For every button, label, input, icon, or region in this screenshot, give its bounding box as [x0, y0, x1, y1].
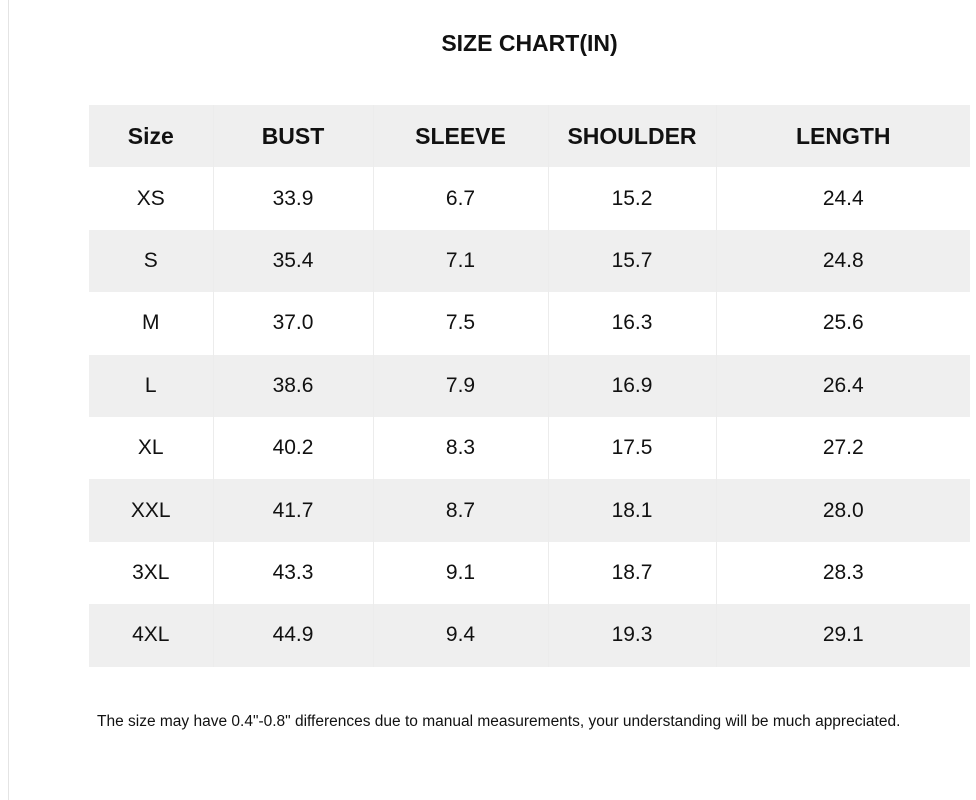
table-cell: 6.7 — [372, 167, 548, 230]
table-cell: 9.1 — [372, 541, 548, 605]
table-row: XXL 41.7 8.7 18.1 28.0 — [89, 479, 970, 542]
table-cell: 9.4 — [372, 604, 548, 667]
table-cell: 8.7 — [372, 479, 548, 542]
table-cell: 44.9 — [212, 604, 373, 667]
table-cell: 17.5 — [547, 416, 716, 480]
table-cell: XL — [137, 436, 164, 460]
table-row: XL 40.2 8.3 17.5 27.2 — [89, 416, 970, 480]
table-cell: 15.2 — [547, 167, 716, 230]
table-cell: 8.3 — [372, 416, 548, 480]
table-row: XS 33.9 6.7 15.2 24.4 — [89, 167, 970, 230]
table-cell: S — [143, 248, 158, 272]
header-cell: SLEEVE — [372, 105, 548, 168]
header-cell: BUST — [212, 105, 373, 168]
table-cell: 40.2 — [212, 416, 373, 480]
table-cell: 35.4 — [212, 229, 373, 293]
table-cell: 3XL — [132, 560, 170, 584]
table-row: 4XL 44.9 9.4 19.3 29.1 — [89, 604, 970, 667]
table-cell: 4XL — [132, 623, 170, 647]
table-row: 3XL 43.3 9.1 18.7 28.3 — [89, 541, 970, 605]
header-cell: SHOULDER — [547, 105, 716, 168]
size-table: Size BUST SLEEVE SHOULDER LENGTH XS 33.9 6.7 15.… — [89, 105, 970, 667]
table-cell: 7.9 — [372, 354, 548, 417]
table-cell: 41.7 — [212, 479, 373, 542]
table-cell: 16.3 — [547, 292, 716, 355]
table-row: M 37.0 7.5 16.3 25.6 — [89, 292, 970, 355]
table-cell: 37.0 — [212, 292, 373, 355]
table-cell: 24.8 — [715, 229, 970, 293]
table-cell: M — [142, 311, 160, 335]
table-cell: 28.3 — [715, 541, 970, 605]
table-row: S 35.4 7.1 15.7 24.8 — [89, 229, 970, 293]
table-cell: 43.3 — [212, 541, 373, 605]
table-cell: 16.9 — [547, 354, 716, 417]
table-cell: 33.9 — [212, 167, 373, 230]
header-cell: LENGTH — [715, 105, 970, 168]
table-cell: L — [144, 373, 157, 397]
table-cell: XXL — [130, 498, 171, 522]
table-cell: 15.7 — [547, 229, 716, 293]
table-cell: XS — [136, 186, 165, 210]
header-row: Size BUST SLEEVE SHOULDER LENGTH — [89, 105, 970, 168]
table-cell: 24.4 — [715, 167, 970, 230]
table-cell: 38.6 — [212, 354, 373, 417]
header-cell: Size — [127, 122, 174, 149]
table-cell: 29.1 — [715, 604, 970, 667]
table-cell: 28.0 — [715, 479, 970, 542]
table-cell: 19.3 — [547, 604, 716, 667]
table-cell: 25.6 — [715, 292, 970, 355]
table-row: L 38.6 7.9 16.9 26.4 — [89, 354, 970, 417]
table-cell: 7.1 — [372, 229, 548, 293]
table-cell: 18.7 — [547, 541, 716, 605]
table-cell: 27.2 — [715, 416, 970, 480]
title: SIZE CHART(IN) — [441, 30, 618, 56]
note: The size may have 0.4"-0.8" differences … — [97, 713, 901, 730]
edge-line — [8, 0, 9, 800]
table-cell: 26.4 — [715, 354, 970, 417]
table-cell: 7.5 — [372, 292, 548, 355]
table-cell: 18.1 — [547, 479, 716, 542]
